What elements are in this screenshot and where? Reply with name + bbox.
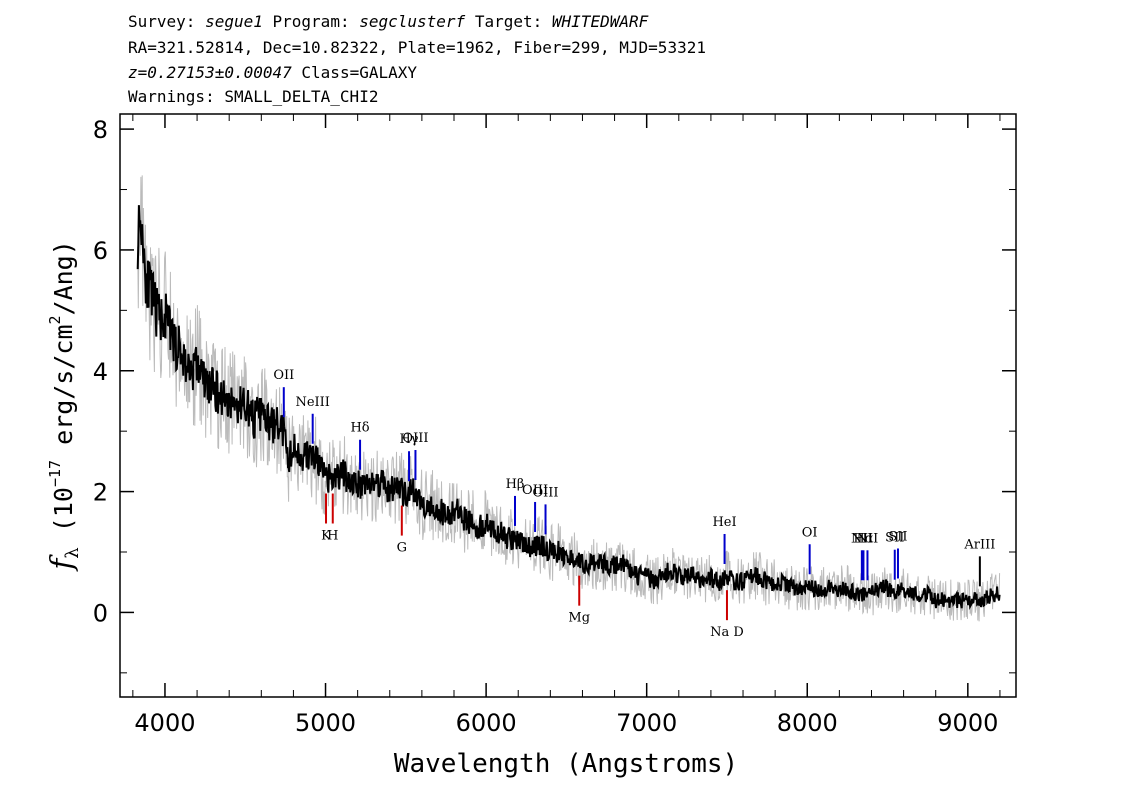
target-label: Target: (474, 12, 543, 31)
absorption-line-label: K (321, 529, 331, 544)
absorption-line-label: Mg (568, 611, 590, 626)
header-warnings: Warnings: SMALL_DELTA_CHI2 (128, 87, 379, 106)
emission-line-label: Hβ (506, 477, 525, 492)
axis-ticks: 4000 5000 6000 7000 8000 9000 0 2 4 6 8 (93, 114, 1016, 737)
program-label: Program: (272, 12, 350, 31)
flux-series-line (136, 205, 1001, 610)
x-tick-label: 4000 (134, 709, 195, 737)
emission-line-label: HeI (712, 515, 736, 530)
redshift-value: z=0.27153±0.00047 (128, 63, 292, 82)
emission-line-label: Hα (853, 531, 873, 546)
header-line-1: Survey: segue1 Program: segclusterf Targ… (128, 11, 648, 33)
y-tick-label: 4 (93, 358, 108, 386)
x-tick-label: 5000 (295, 709, 356, 737)
absorption-line-label: H (327, 529, 338, 544)
x-tick-label: 9000 (937, 709, 998, 737)
y-tick-label: 6 (93, 237, 108, 265)
emission-line-label: NeIII (295, 395, 329, 410)
survey-label: Survey: (128, 12, 196, 31)
emission-line-label: NII (857, 531, 879, 546)
y-tick-label: 0 (93, 599, 108, 627)
plot-frame (119, 113, 1017, 698)
x-axis-label: Wavelength (Angstroms) (394, 749, 738, 779)
absorption-line-label: G (397, 541, 407, 556)
emission-line-label: Hδ (350, 421, 369, 436)
x-tick-label: 7000 (616, 709, 677, 737)
emission-line-label: NII (851, 531, 873, 546)
class-value: Class=GALAXY (301, 63, 417, 82)
header-line-3: z=0.27153±0.00047 Class=GALAXY (128, 62, 417, 84)
error-series-line (137, 175, 1001, 622)
emission-line-label: OII (273, 368, 294, 383)
y-axis-label: fλ (10−17 erg/s/cm2/Ang) (45, 240, 83, 572)
flux-series (136, 205, 1001, 610)
error-band (137, 175, 1001, 622)
emission-line-label: OIII (522, 483, 548, 498)
y-tick-label: 8 (93, 116, 108, 144)
emission-line-label: SII (885, 531, 904, 546)
program-value: segclusterf (359, 12, 466, 31)
emission-line-label: Hγ (399, 432, 418, 447)
emission-line-label: OIII (402, 431, 428, 446)
x-tick-label: 8000 (777, 709, 838, 737)
emission-line-label: OI (802, 525, 818, 540)
x-tick-label: 6000 (456, 709, 517, 737)
emission-line-label: ArIII (963, 537, 995, 552)
survey-value: segue1 (205, 12, 263, 31)
target-value: WHITEDWARF (551, 12, 649, 31)
emission-line-label: SII (888, 529, 907, 544)
absorption-line-label: Na D (710, 625, 744, 640)
y-tick-label: 2 (93, 479, 108, 507)
header-line-2: RA=321.52814, Dec=10.82322, Plate=1962, … (128, 38, 706, 57)
emission-line-label: OIII (532, 485, 558, 500)
